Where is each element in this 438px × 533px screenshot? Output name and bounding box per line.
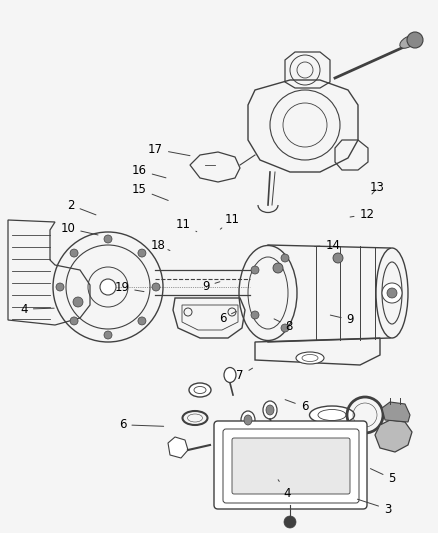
Text: 19: 19 — [114, 281, 144, 294]
Text: 16: 16 — [132, 164, 166, 178]
Circle shape — [73, 297, 83, 307]
Polygon shape — [375, 420, 412, 452]
Ellipse shape — [244, 415, 252, 425]
Polygon shape — [168, 437, 188, 458]
Text: 6: 6 — [219, 311, 236, 325]
Circle shape — [138, 249, 146, 257]
Ellipse shape — [296, 352, 324, 364]
Ellipse shape — [189, 383, 211, 397]
Text: 18: 18 — [150, 239, 170, 252]
Ellipse shape — [241, 411, 255, 429]
Circle shape — [152, 283, 160, 291]
Circle shape — [281, 324, 289, 332]
Polygon shape — [382, 402, 410, 422]
Ellipse shape — [400, 36, 416, 49]
Circle shape — [104, 235, 112, 243]
Text: 4: 4 — [20, 303, 54, 316]
Text: 15: 15 — [132, 183, 168, 200]
Text: 4: 4 — [278, 480, 291, 499]
Text: 3: 3 — [357, 499, 391, 515]
Text: 17: 17 — [148, 143, 190, 156]
Circle shape — [138, 317, 146, 325]
Circle shape — [104, 331, 112, 339]
Text: 6: 6 — [119, 418, 164, 431]
Circle shape — [70, 317, 78, 325]
Text: 2: 2 — [67, 199, 96, 215]
Circle shape — [70, 249, 78, 257]
Circle shape — [407, 32, 423, 48]
Text: 10: 10 — [60, 222, 98, 235]
Circle shape — [56, 283, 64, 291]
Text: 11: 11 — [220, 213, 240, 229]
FancyBboxPatch shape — [214, 421, 367, 509]
Text: 9: 9 — [330, 313, 354, 326]
Text: 6: 6 — [285, 400, 308, 413]
Circle shape — [251, 266, 259, 274]
Text: 12: 12 — [350, 208, 374, 221]
Circle shape — [382, 283, 402, 303]
Ellipse shape — [263, 401, 277, 419]
Text: 14: 14 — [314, 239, 340, 252]
Circle shape — [333, 253, 343, 263]
Circle shape — [387, 288, 397, 298]
Circle shape — [251, 311, 259, 319]
Text: 11: 11 — [176, 219, 197, 232]
Ellipse shape — [310, 406, 354, 424]
Text: 5: 5 — [371, 469, 396, 485]
Ellipse shape — [266, 405, 274, 415]
Circle shape — [281, 254, 289, 262]
Text: 7: 7 — [236, 368, 253, 382]
Circle shape — [284, 516, 296, 528]
Ellipse shape — [224, 367, 236, 383]
Text: 8: 8 — [274, 319, 293, 333]
Text: 9: 9 — [202, 280, 220, 293]
Circle shape — [100, 279, 116, 295]
Text: 13: 13 — [370, 181, 385, 194]
FancyBboxPatch shape — [232, 438, 350, 494]
Circle shape — [273, 263, 283, 273]
